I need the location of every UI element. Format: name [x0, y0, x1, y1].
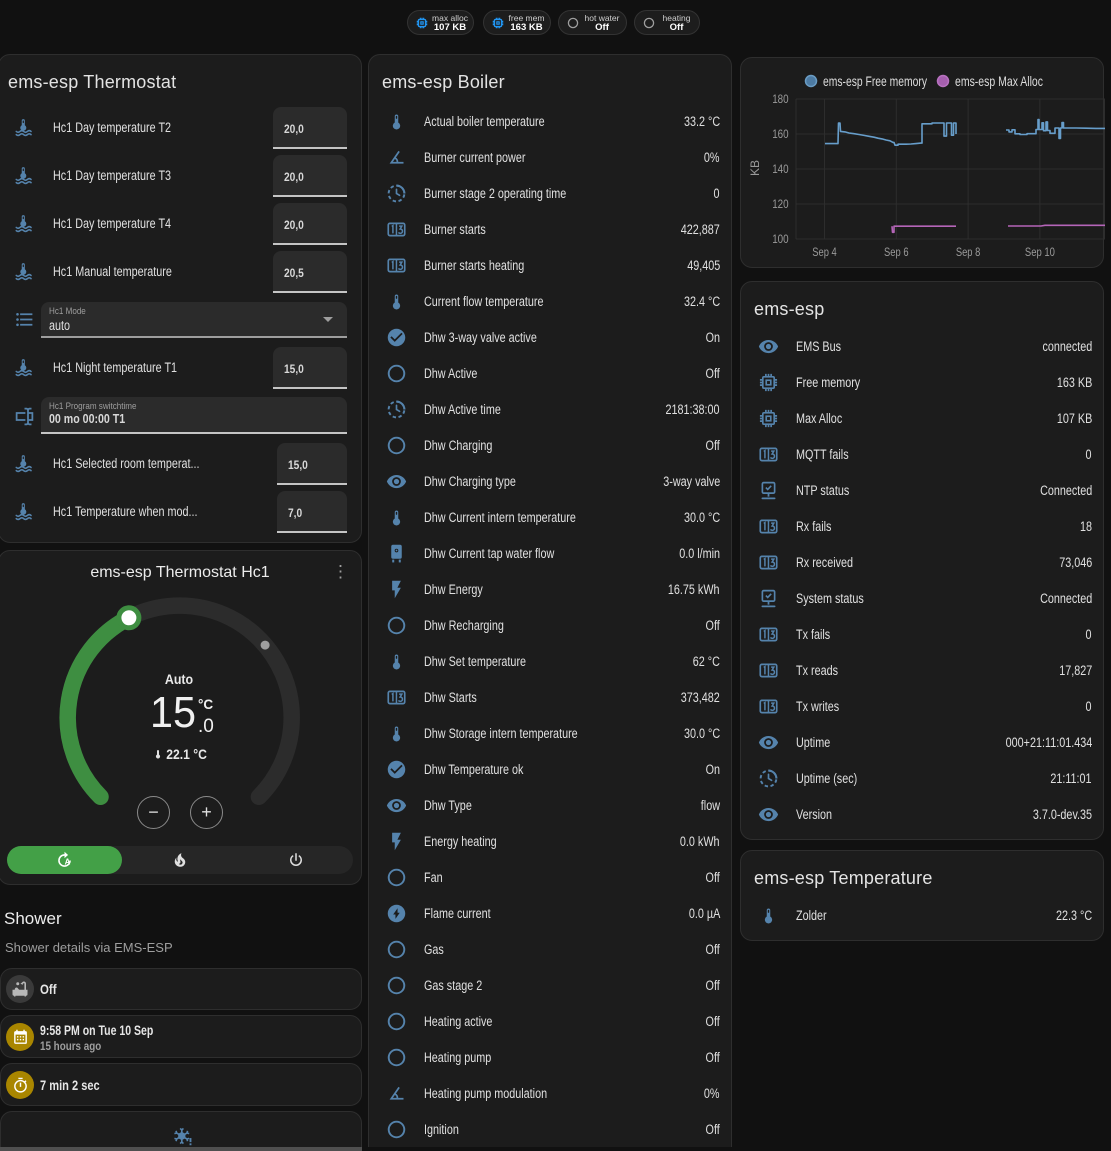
svg-text:180: 180: [772, 92, 789, 106]
svg-text:Sep 6: Sep 6: [884, 245, 909, 259]
svg-text:120: 120: [772, 197, 789, 211]
svg-text:100: 100: [772, 232, 789, 246]
svg-text:Sep 4: Sep 4: [812, 245, 837, 259]
svg-text:ems-esp Max Alloc: ems-esp Max Alloc: [955, 73, 1043, 89]
svg-text:140: 140: [772, 162, 789, 176]
svg-text:KB: KB: [748, 160, 762, 176]
svg-text:Sep 10: Sep 10: [1025, 245, 1055, 259]
svg-text:160: 160: [772, 127, 789, 141]
svg-text:ems-esp Free memory: ems-esp Free memory: [823, 73, 927, 89]
svg-text:Sep 8: Sep 8: [956, 245, 981, 259]
svg-text:A: A: [65, 857, 71, 866]
